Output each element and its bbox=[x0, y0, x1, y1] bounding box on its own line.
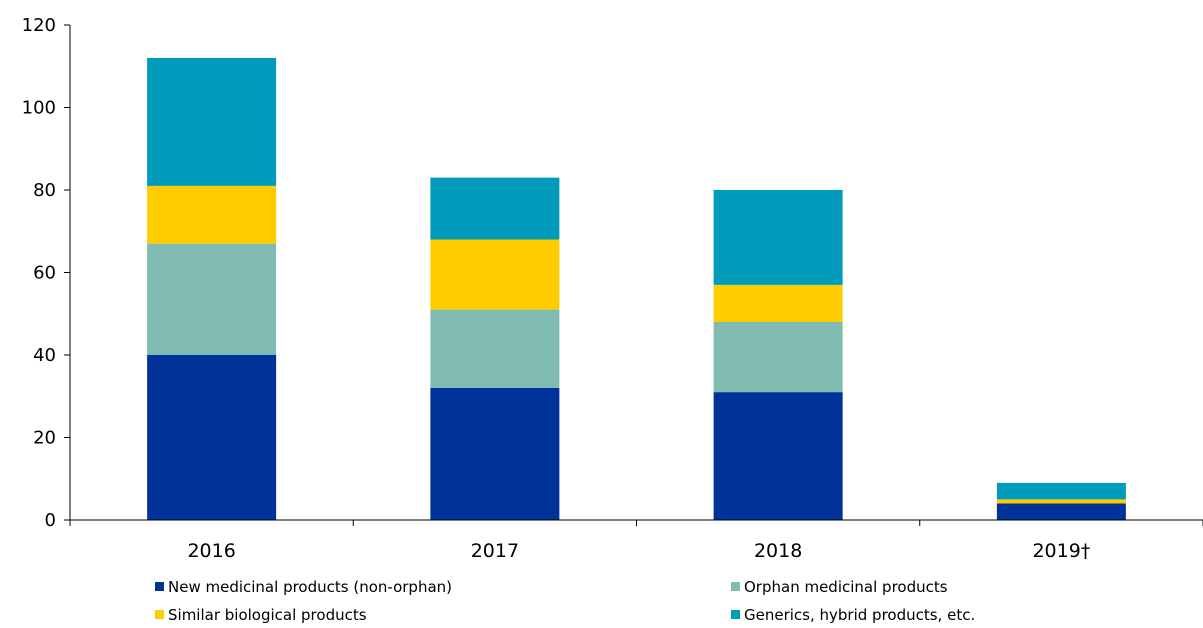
bar-segment bbox=[147, 58, 277, 186]
bar-segment bbox=[996, 482, 1126, 500]
bar-segment bbox=[147, 185, 277, 244]
bar-segment bbox=[147, 243, 277, 355]
legend-swatch bbox=[731, 610, 740, 619]
legend-swatch bbox=[155, 582, 164, 591]
bars-group bbox=[147, 58, 1126, 520]
y-tick-label: 0 bbox=[45, 510, 56, 531]
x-category-label: 2018 bbox=[754, 540, 802, 562]
bar-segment bbox=[713, 392, 843, 520]
bar-segment bbox=[713, 322, 843, 393]
y-tick-label: 20 bbox=[33, 428, 56, 449]
legend-swatch bbox=[731, 582, 740, 591]
legend-label: Generics, hybrid products, etc. bbox=[744, 606, 975, 624]
y-tick-label: 120 bbox=[22, 15, 56, 36]
y-ticks-group: 0 20 40 60 80 100 120 bbox=[22, 15, 70, 531]
bar-segment bbox=[430, 239, 560, 310]
bar-segment bbox=[996, 503, 1126, 520]
bar-segment bbox=[147, 355, 277, 520]
x-categories-group: 2016 2017 2018 2019† bbox=[69, 520, 1203, 562]
x-category-label: 2017 bbox=[471, 540, 519, 562]
bar-segment bbox=[996, 499, 1126, 504]
y-tick-label: 80 bbox=[33, 180, 56, 201]
bar-segment bbox=[713, 190, 843, 285]
y-tick-label: 60 bbox=[33, 263, 56, 284]
bar-segment bbox=[430, 309, 560, 388]
legend-label: New medicinal products (non-orphan) bbox=[168, 578, 452, 596]
legend: New medicinal products (non-orphan) Orpha… bbox=[155, 578, 975, 624]
legend-label: Similar biological products bbox=[168, 606, 367, 624]
legend-label: Orphan medicinal products bbox=[744, 578, 948, 596]
x-category-label: 2019† bbox=[1032, 540, 1090, 562]
bar-segment bbox=[713, 284, 843, 322]
legend-swatch bbox=[155, 610, 164, 619]
y-tick-label: 40 bbox=[33, 345, 56, 366]
bar-segment bbox=[430, 177, 560, 240]
y-tick-label: 100 bbox=[22, 98, 56, 119]
bar-segment bbox=[430, 388, 560, 520]
x-category-label: 2016 bbox=[187, 540, 235, 562]
